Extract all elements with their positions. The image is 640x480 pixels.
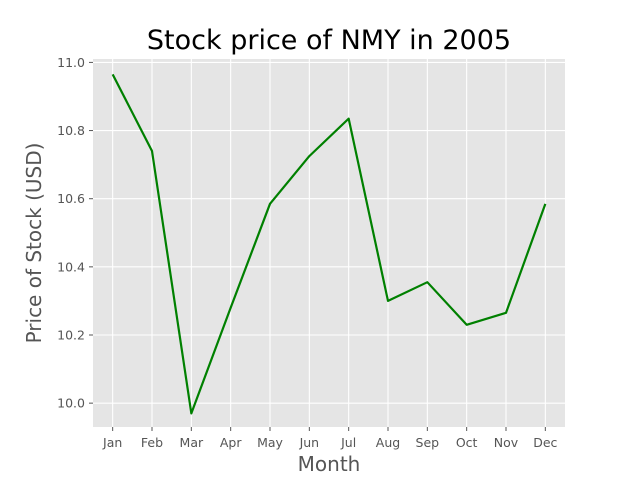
y-tick-label: 10.6 [57,191,85,206]
y-tick-label: 10.4 [57,259,85,274]
x-tick-label: Feb [141,435,163,450]
x-axis-label: Month [298,452,361,476]
x-tick-label: Mar [180,435,204,450]
chart-title: Stock price of NMY in 2005 [147,25,511,56]
x-tick-label: Dec [533,435,557,450]
x-tick-label: Apr [220,435,242,450]
y-tick-label: 10.2 [57,328,85,343]
x-tick-label: May [257,435,283,450]
y-tick-label: 10.8 [57,123,85,138]
x-tick-label: Jan [102,435,122,450]
grid-lines [93,59,565,427]
series-layer [111,73,547,415]
x-tick-label: Jun [299,435,320,450]
series-line [111,73,547,415]
y-tick-label: 11.0 [57,55,85,70]
x-tick-label: Oct [456,435,478,450]
x-axis-ticks: Jan Feb Mar Apr May Jun Jul Aug Sep Oct Nov Dec [102,427,558,450]
y-axis-label: Price of Stock (USD) [22,143,46,344]
y-tick-label: 10.0 [57,396,85,411]
x-tick-label: Aug [376,435,400,450]
x-tick-label: Jul [340,435,356,450]
x-tick-label: Nov [494,435,519,450]
plot-area [93,59,565,427]
y-axis-ticks: 10.0 10.2 10.4 10.6 10.8 11.0 [57,55,93,411]
x-tick-label: Sep [416,435,440,450]
